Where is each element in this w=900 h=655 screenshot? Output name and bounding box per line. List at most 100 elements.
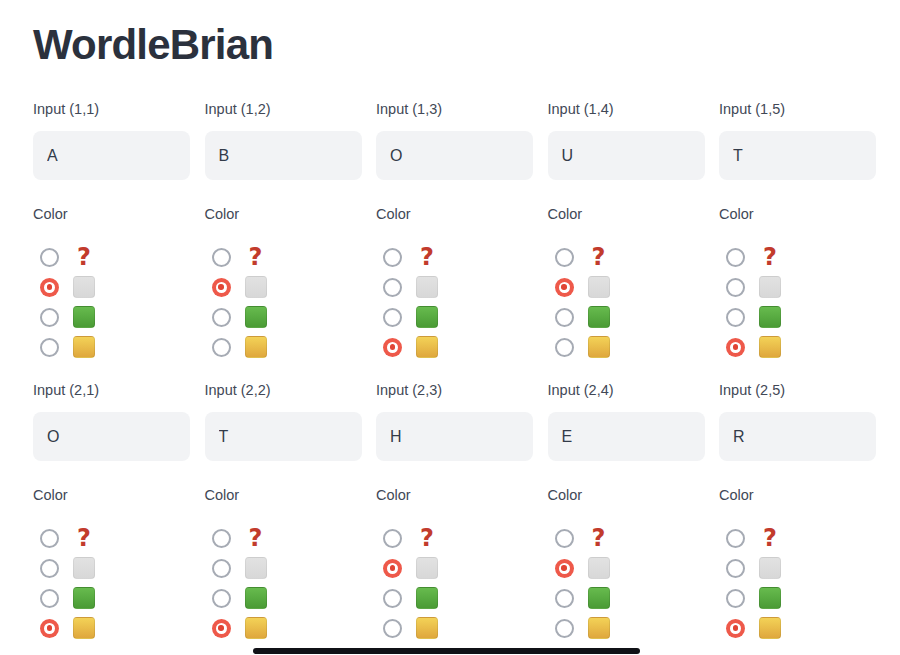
color-option-yellow[interactable] <box>383 332 533 362</box>
color-option-gray[interactable] <box>40 272 190 302</box>
radio-button[interactable] <box>40 338 59 357</box>
letter-input[interactable] <box>205 131 362 180</box>
color-option-unknown[interactable]: ? <box>555 523 705 553</box>
radio-button[interactable] <box>726 248 745 267</box>
color-option-gray[interactable] <box>212 272 362 302</box>
radio-button[interactable] <box>40 278 59 297</box>
color-option-gray[interactable] <box>555 553 705 583</box>
letter-input[interactable] <box>719 131 876 180</box>
color-option-yellow[interactable] <box>555 332 705 362</box>
color-label: Color <box>376 486 533 504</box>
letter-input[interactable] <box>205 412 362 461</box>
color-option-green[interactable] <box>383 302 533 332</box>
color-option-yellow[interactable] <box>212 613 362 643</box>
radio-button[interactable] <box>383 589 402 608</box>
radio-button[interactable] <box>726 559 745 578</box>
yellow-square-icon <box>245 617 267 639</box>
letter-input[interactable] <box>719 412 876 461</box>
radio-button[interactable] <box>40 248 59 267</box>
radio-button[interactable] <box>212 338 231 357</box>
input-label: Input (1,4) <box>548 100 705 118</box>
color-option-unknown[interactable]: ? <box>40 523 190 553</box>
color-option-yellow[interactable] <box>555 613 705 643</box>
green-square-icon <box>588 587 610 609</box>
radio-button[interactable] <box>726 278 745 297</box>
color-option-green[interactable] <box>40 302 190 332</box>
color-option-yellow[interactable] <box>383 613 533 643</box>
color-option-unknown[interactable]: ? <box>212 242 362 272</box>
color-option-gray[interactable] <box>40 553 190 583</box>
radio-button[interactable] <box>212 559 231 578</box>
color-option-unknown[interactable]: ? <box>383 523 533 553</box>
radio-button[interactable] <box>555 338 574 357</box>
green-square-icon <box>245 587 267 609</box>
radio-button[interactable] <box>726 589 745 608</box>
color-option-green[interactable] <box>555 583 705 613</box>
radio-button[interactable] <box>383 559 402 578</box>
radio-button[interactable] <box>212 248 231 267</box>
color-option-green[interactable] <box>726 302 876 332</box>
radio-button[interactable] <box>383 248 402 267</box>
input-label: Input (2,1) <box>33 381 190 399</box>
radio-button[interactable] <box>555 559 574 578</box>
radio-button[interactable] <box>383 529 402 548</box>
color-option-green[interactable] <box>726 583 876 613</box>
color-option-green[interactable] <box>555 302 705 332</box>
color-label: Color <box>33 486 190 504</box>
color-option-gray[interactable] <box>726 553 876 583</box>
letter-input[interactable] <box>33 412 190 461</box>
color-option-unknown[interactable]: ? <box>726 523 876 553</box>
color-radio-group: ? <box>33 242 190 362</box>
radio-button[interactable] <box>383 619 402 638</box>
color-option-yellow[interactable] <box>40 613 190 643</box>
letter-input[interactable] <box>376 412 533 461</box>
radio-button[interactable] <box>383 308 402 327</box>
color-option-unknown[interactable]: ? <box>555 242 705 272</box>
color-option-green[interactable] <box>40 583 190 613</box>
color-option-unknown[interactable]: ? <box>40 242 190 272</box>
radio-button[interactable] <box>40 308 59 327</box>
color-option-yellow[interactable] <box>40 332 190 362</box>
radio-button[interactable] <box>40 619 59 638</box>
radio-button[interactable] <box>555 248 574 267</box>
letter-input[interactable] <box>33 131 190 180</box>
color-option-green[interactable] <box>212 302 362 332</box>
radio-button[interactable] <box>212 619 231 638</box>
color-option-unknown[interactable]: ? <box>383 242 533 272</box>
radio-button[interactable] <box>40 589 59 608</box>
input-label: Input (2,2) <box>205 381 362 399</box>
color-option-gray[interactable] <box>383 553 533 583</box>
radio-button[interactable] <box>555 619 574 638</box>
radio-button[interactable] <box>726 338 745 357</box>
color-option-yellow[interactable] <box>212 332 362 362</box>
radio-button[interactable] <box>383 338 402 357</box>
color-option-gray[interactable] <box>212 553 362 583</box>
radio-button[interactable] <box>212 529 231 548</box>
letter-input[interactable] <box>548 131 705 180</box>
letter-input[interactable] <box>376 131 533 180</box>
color-option-gray[interactable] <box>383 272 533 302</box>
radio-button[interactable] <box>212 589 231 608</box>
color-option-gray[interactable] <box>555 272 705 302</box>
radio-button[interactable] <box>726 619 745 638</box>
color-option-green[interactable] <box>383 583 533 613</box>
color-option-gray[interactable] <box>726 272 876 302</box>
wordle-cell: Input (2,1) Color ? <box>33 381 190 643</box>
color-option-yellow[interactable] <box>726 332 876 362</box>
radio-button[interactable] <box>555 529 574 548</box>
radio-button[interactable] <box>555 278 574 297</box>
radio-button[interactable] <box>40 529 59 548</box>
color-option-unknown[interactable]: ? <box>726 242 876 272</box>
color-option-green[interactable] <box>212 583 362 613</box>
radio-button[interactable] <box>212 308 231 327</box>
radio-button[interactable] <box>726 308 745 327</box>
color-option-yellow[interactable] <box>726 613 876 643</box>
radio-button[interactable] <box>726 529 745 548</box>
letter-input[interactable] <box>548 412 705 461</box>
radio-button[interactable] <box>212 278 231 297</box>
radio-button[interactable] <box>40 559 59 578</box>
radio-button[interactable] <box>383 278 402 297</box>
radio-button[interactable] <box>555 308 574 327</box>
radio-button[interactable] <box>555 589 574 608</box>
color-option-unknown[interactable]: ? <box>212 523 362 553</box>
